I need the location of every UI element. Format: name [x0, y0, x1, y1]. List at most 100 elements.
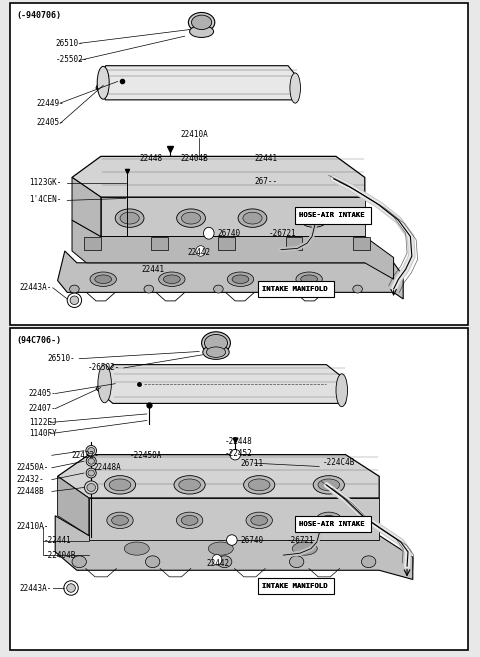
- Bar: [295, 208, 372, 223]
- Text: 26510-: 26510-: [55, 39, 83, 48]
- Polygon shape: [58, 476, 89, 535]
- Text: 22441: 22441: [254, 154, 277, 164]
- Ellipse shape: [87, 484, 96, 491]
- Ellipse shape: [98, 365, 111, 403]
- Text: INTAKE MANIFOLD: INTAKE MANIFOLD: [262, 583, 327, 589]
- Text: HOSE-AIR INTAKE: HOSE-AIR INTAKE: [299, 212, 365, 219]
- Text: 22448: 22448: [139, 154, 162, 164]
- Text: 1'4CEN-: 1'4CEN-: [29, 195, 61, 204]
- Ellipse shape: [238, 209, 267, 227]
- Ellipse shape: [204, 334, 228, 351]
- Text: 22410A: 22410A: [180, 130, 208, 139]
- Text: -22450A: -22450A: [130, 451, 162, 460]
- Ellipse shape: [227, 272, 253, 286]
- Text: 22450A-: 22450A-: [17, 463, 49, 472]
- Text: (94C706-): (94C706-): [17, 336, 62, 346]
- Ellipse shape: [203, 345, 229, 359]
- Ellipse shape: [336, 374, 348, 407]
- Ellipse shape: [202, 332, 230, 354]
- Text: -26502-: -26502-: [87, 363, 120, 373]
- Polygon shape: [58, 455, 379, 498]
- Ellipse shape: [321, 515, 337, 526]
- Ellipse shape: [290, 73, 300, 103]
- Text: HOSE-AIR INTAKE: HOSE-AIR INTAKE: [299, 521, 365, 528]
- Ellipse shape: [124, 542, 149, 555]
- Polygon shape: [96, 66, 298, 100]
- Ellipse shape: [72, 556, 86, 568]
- Text: 22405-: 22405-: [29, 389, 57, 398]
- Ellipse shape: [67, 293, 82, 307]
- Ellipse shape: [105, 476, 135, 494]
- Ellipse shape: [88, 470, 95, 476]
- Text: 26740: 26740: [240, 535, 263, 545]
- Bar: [258, 578, 334, 594]
- Text: 1122EJ: 1122EJ: [29, 418, 57, 427]
- Ellipse shape: [109, 479, 131, 491]
- Polygon shape: [84, 237, 101, 250]
- Ellipse shape: [244, 476, 275, 494]
- Text: -224C4B: -224C4B: [323, 458, 355, 467]
- Polygon shape: [218, 237, 235, 250]
- Ellipse shape: [107, 512, 133, 528]
- Ellipse shape: [190, 26, 214, 37]
- Ellipse shape: [158, 272, 185, 286]
- Text: 26510-: 26510-: [47, 354, 75, 363]
- Text: 22404B: 22404B: [180, 154, 208, 164]
- Ellipse shape: [243, 212, 262, 224]
- Ellipse shape: [86, 445, 96, 456]
- Bar: [10, 328, 468, 650]
- Ellipse shape: [90, 272, 117, 286]
- Ellipse shape: [300, 209, 328, 227]
- Text: -22441: -22441: [44, 536, 72, 545]
- Text: -22452: -22452: [225, 449, 252, 458]
- Text: 22432-: 22432-: [17, 475, 45, 484]
- Text: INTAKE MANIFOLD: INTAKE MANIFOLD: [262, 286, 327, 292]
- Ellipse shape: [67, 584, 75, 593]
- Ellipse shape: [283, 285, 293, 293]
- Polygon shape: [151, 237, 168, 250]
- Ellipse shape: [296, 272, 322, 286]
- Polygon shape: [72, 156, 365, 197]
- Polygon shape: [55, 516, 413, 579]
- Ellipse shape: [208, 542, 233, 555]
- Ellipse shape: [212, 555, 222, 565]
- Ellipse shape: [214, 285, 223, 293]
- Ellipse shape: [177, 512, 203, 528]
- Text: 22432-: 22432-: [71, 451, 99, 460]
- Polygon shape: [353, 237, 370, 250]
- Text: 22443A-: 22443A-: [19, 583, 51, 593]
- Ellipse shape: [204, 227, 214, 239]
- Ellipse shape: [246, 512, 273, 528]
- Text: 22448A: 22448A: [94, 463, 121, 472]
- Ellipse shape: [70, 285, 79, 293]
- Ellipse shape: [313, 476, 344, 494]
- Text: HOSE-AIR INTAKE: HOSE-AIR INTAKE: [299, 212, 365, 219]
- Text: 22441: 22441: [142, 265, 165, 274]
- Ellipse shape: [88, 459, 95, 464]
- Bar: [10, 3, 468, 325]
- Ellipse shape: [88, 447, 95, 454]
- Text: 22449-: 22449-: [36, 99, 64, 108]
- Polygon shape: [58, 251, 403, 299]
- Ellipse shape: [97, 66, 109, 99]
- Ellipse shape: [249, 479, 270, 491]
- Ellipse shape: [230, 449, 240, 460]
- Polygon shape: [72, 220, 394, 279]
- Ellipse shape: [353, 285, 362, 293]
- Ellipse shape: [181, 212, 201, 224]
- Ellipse shape: [188, 12, 215, 32]
- Text: 1140FY: 1140FY: [29, 429, 57, 438]
- Ellipse shape: [120, 212, 139, 224]
- Ellipse shape: [177, 209, 205, 227]
- Ellipse shape: [179, 479, 201, 491]
- Ellipse shape: [144, 285, 154, 293]
- Text: (-940706): (-940706): [17, 11, 62, 20]
- Bar: [258, 281, 334, 297]
- Text: 267--: 267--: [254, 177, 277, 186]
- Ellipse shape: [181, 515, 198, 526]
- Text: 26740: 26740: [217, 229, 240, 238]
- Text: INTAKE MANIFOLD: INTAKE MANIFOLD: [262, 583, 327, 589]
- Ellipse shape: [86, 468, 96, 478]
- Ellipse shape: [217, 556, 232, 568]
- Ellipse shape: [95, 275, 111, 284]
